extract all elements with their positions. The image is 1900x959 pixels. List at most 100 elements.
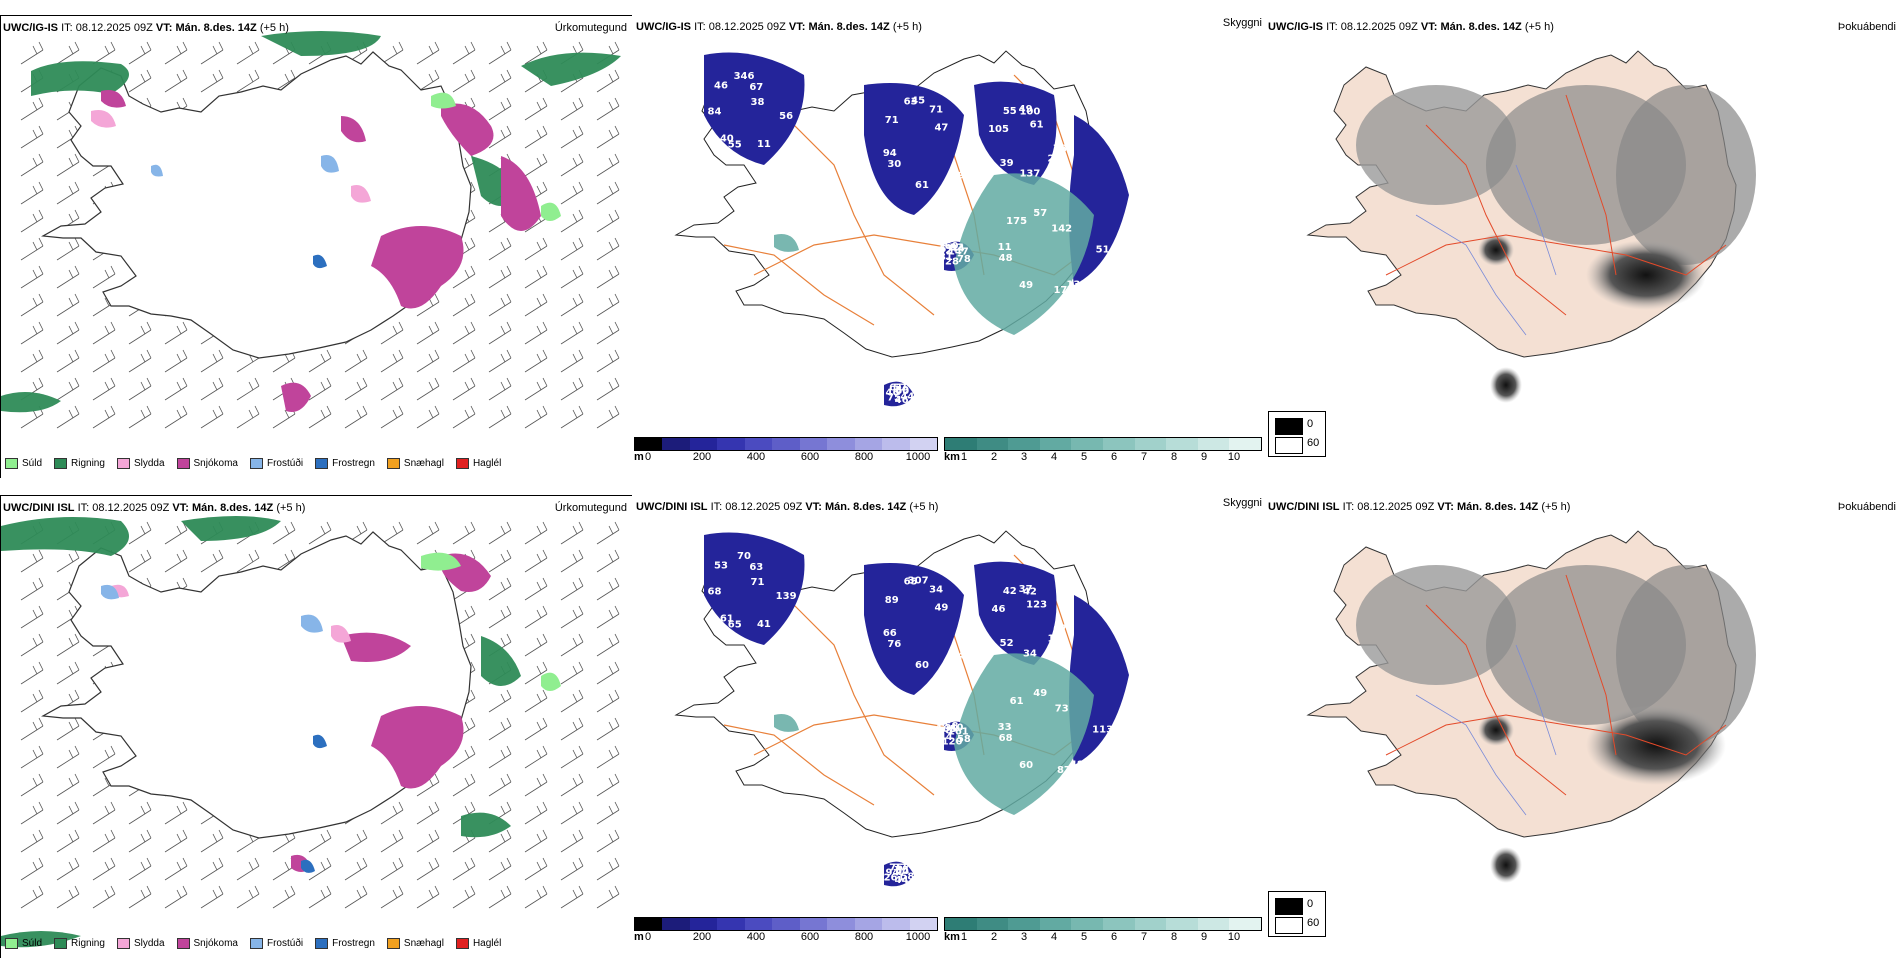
legend-label: Snæhagl — [403, 937, 444, 949]
wind-barb — [56, 829, 80, 853]
ceiling-value: 15 — [1048, 634, 1062, 645]
ceiling-value: 52 — [1000, 638, 1014, 649]
wind-barb — [524, 857, 548, 881]
wind-barb — [524, 745, 548, 769]
ceiling-value: 57 — [950, 242, 964, 253]
visibility-unit: km — [944, 931, 960, 943]
wind-barb — [452, 745, 476, 769]
wind-barb — [56, 377, 80, 401]
ceiling-value: 172 — [1053, 285, 1074, 296]
legend-item: Rigning — [54, 937, 105, 949]
tick-label: 800 — [854, 451, 874, 463]
colorbar-step — [945, 918, 977, 930]
freezing-drizzle-areas — [101, 584, 323, 633]
legend-label: Súld — [22, 937, 43, 949]
fog-panel-row2: UWC/DINI ISL IT: 08.12.2025 09Z VT: Mán.… — [1266, 495, 1900, 958]
wind-barb — [488, 521, 512, 545]
ceiling-value: 41 — [757, 619, 771, 630]
wind-barb — [488, 829, 512, 853]
ceiling-value: 49 — [1033, 688, 1047, 699]
ceiling-value: 49 — [1019, 104, 1033, 115]
ceiling-value: 61 — [915, 180, 929, 191]
wind-barb — [416, 405, 440, 429]
colorbar-step — [909, 438, 937, 450]
ceiling-value: 61 — [720, 613, 734, 624]
ceiling-value: 46 — [714, 81, 728, 92]
wind-barb — [560, 745, 584, 769]
colorbar-step — [827, 438, 855, 450]
legend-item: Haglél — [455, 457, 501, 469]
wind-barb — [344, 377, 368, 401]
legend-item: Snæhagl — [386, 457, 444, 469]
wind-barb — [416, 349, 440, 373]
ceiling-value: 58 — [945, 721, 959, 732]
wind-barb — [596, 349, 620, 373]
colorbar-step — [772, 438, 800, 450]
ceiling-value: 58 — [900, 871, 914, 882]
wind-barb — [20, 41, 44, 65]
wind-barb — [488, 237, 512, 261]
wind-barb — [488, 745, 512, 769]
wind-barb — [56, 745, 80, 769]
fog-shading — [1356, 565, 1756, 883]
wind-barb — [380, 377, 404, 401]
tick-label: 10 — [1227, 931, 1241, 943]
ceiling-value: 52 — [938, 246, 952, 257]
wind-barb — [560, 209, 584, 233]
ceiling-value: 28 — [945, 257, 959, 268]
wind-barb — [20, 689, 44, 713]
wind-barb — [344, 829, 368, 853]
wind-barb — [380, 857, 404, 881]
ceiling-value: 70 — [737, 551, 751, 562]
wind-barb — [308, 405, 332, 429]
precip-panel-row2: UWC/DINI ISL IT: 08.12.2025 09Z VT: Mán.… — [0, 495, 633, 959]
ceiling-value: 66 — [883, 628, 897, 639]
wind-barb — [56, 293, 80, 317]
wind-barb — [20, 885, 44, 909]
wind-barb — [56, 405, 80, 429]
colorbar-step — [1134, 438, 1167, 450]
ceiling-value: 46 — [886, 387, 900, 398]
wind-barb — [164, 405, 188, 429]
wind-barb — [596, 689, 620, 713]
wind-barb — [164, 349, 188, 373]
tick-label: 600 — [800, 451, 820, 463]
legend-label: Frostregn — [332, 457, 375, 469]
ceiling-value: 45 — [911, 95, 925, 106]
legend-item: Rigning — [54, 457, 105, 469]
legend-item: Súld — [5, 937, 43, 949]
wind-barb — [560, 153, 584, 177]
wind-barb — [128, 41, 152, 65]
wind-barb — [308, 521, 332, 545]
wind-barb — [596, 181, 620, 205]
wind-barb — [488, 265, 512, 289]
wind-barb — [236, 857, 260, 881]
ceiling-value: 40 — [720, 133, 734, 144]
colorbar-step — [882, 918, 910, 930]
ceiling-value: 55 — [728, 139, 742, 150]
colorbar-step — [1102, 438, 1135, 450]
tick-label: 6 — [1110, 451, 1118, 463]
colorbar-step — [772, 918, 800, 930]
visibility-areas — [774, 653, 1094, 815]
legend-swatch — [5, 457, 18, 469]
legend-label: Slydda — [133, 457, 165, 469]
wind-barb — [524, 661, 548, 685]
wind-barb — [92, 801, 116, 825]
wind-barb — [92, 829, 116, 853]
wind-barb — [560, 633, 584, 657]
wind-barb — [560, 237, 584, 261]
ceiling-value: 40 — [950, 722, 964, 733]
ceiling-ticks: 0 200 400 600 800 1000 — [645, 451, 948, 465]
wind-barb — [20, 801, 44, 825]
wind-barb — [128, 321, 152, 345]
ceiling-unit: m — [634, 931, 644, 943]
visibility-title: Skyggni — [1222, 17, 1262, 29]
wind-barb — [164, 41, 188, 65]
colorbar-step — [854, 918, 883, 930]
wind-barb — [164, 377, 188, 401]
wind-barb — [452, 69, 476, 93]
wind-barb — [560, 689, 584, 713]
freezing-rain-areas — [301, 734, 327, 873]
wind-barb — [560, 521, 584, 545]
